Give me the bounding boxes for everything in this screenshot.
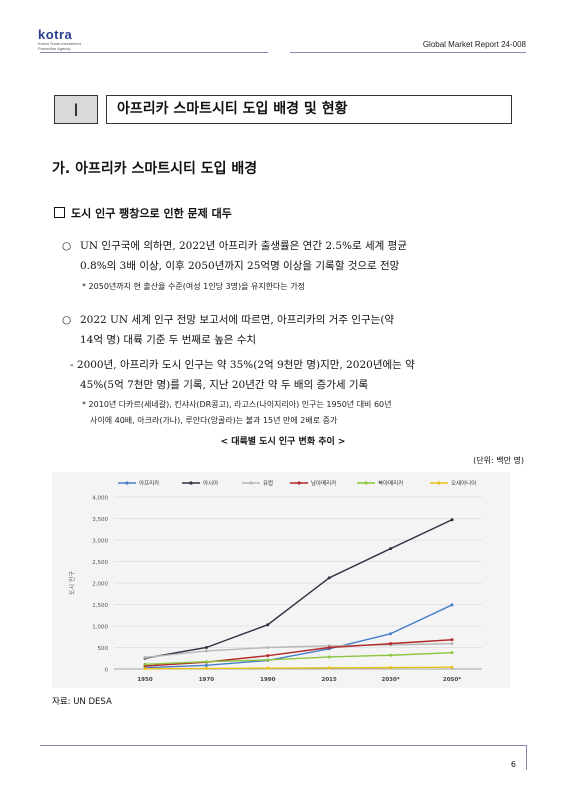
legend-label: 오세아니아 <box>451 479 476 487</box>
data-point <box>327 646 331 649</box>
series-line <box>144 519 453 659</box>
data-point <box>204 666 208 670</box>
y-tick-label: 1,500 <box>92 603 108 609</box>
chart-svg: 아프리카 아시아 유럽 남아메리카 북아메리카 오세아니아 0 500 1,000 1,500 2… <box>69 479 482 684</box>
y-tick-label: 3,000 <box>92 539 108 545</box>
legend-marker <box>297 481 301 485</box>
data-point <box>327 666 331 670</box>
data-point <box>450 651 454 655</box>
legend-marker <box>189 481 193 485</box>
bullet2-dash-line1: - 2000년, 아프리카 도시 인구는 약 35%(2억 9천만 명)지만, … <box>70 359 415 371</box>
x-tick-label: 2050* <box>443 677 461 683</box>
chart-grid <box>114 496 482 670</box>
series-line <box>144 651 453 665</box>
series-line <box>144 604 453 669</box>
x-tick-label: 1950 <box>137 677 152 683</box>
bullet2-note-line2: 사이에 40배, 아크라(가나), 루안다(앙골라)는 불과 15년 만에 2배… <box>90 416 338 425</box>
report-number: Global Market Report 24-008 <box>422 40 526 49</box>
y-tick-label: 3,500 <box>92 517 108 523</box>
legend-marker <box>437 481 441 485</box>
chart-series <box>143 518 454 671</box>
data-point <box>327 576 331 580</box>
bullet2-note-line1: * 2010년 다카르(세네갈), 킨샤사(DR콩고), 라고스(나이지리아) … <box>82 400 392 409</box>
legend-marker <box>249 481 253 485</box>
data-point <box>450 603 454 607</box>
chapter-title: 아프리카 스마트시티 도입 배경 및 현황 <box>106 95 512 124</box>
chart-unit: (단위: 백만 명) <box>473 456 524 465</box>
data-point <box>389 653 393 657</box>
legend-label: 유럽 <box>263 479 273 487</box>
bullet-marker-2: ○ <box>62 314 72 326</box>
bullet-marker-1: ○ <box>62 240 72 252</box>
data-point <box>143 655 147 659</box>
y-tick-label: 0 <box>105 668 109 674</box>
chart-axes: 0 500 1,000 1,500 2,000 2,500 3,000 3,500 4,000 1… <box>69 496 461 684</box>
y-tick-label: 500 <box>98 646 109 652</box>
bullet2-dash-line2: 45%(5억 7천만 명)를 기록, 지난 20년간 약 두 배의 증가세 기록 <box>80 379 369 391</box>
legend-label: 아프리카 <box>139 479 159 487</box>
data-point <box>450 518 454 522</box>
chart-caption: < 대륙별 도시 인구 변화 추이 > <box>220 437 346 447</box>
y-tick-label: 4,000 <box>92 496 108 502</box>
section-title: 가. 아프리카 스마트시티 도입 배경 <box>52 161 258 177</box>
data-point <box>389 666 393 670</box>
logo-subtitle-2: Promotion Agency <box>38 46 71 51</box>
data-point <box>450 665 454 669</box>
legend-marker <box>364 481 368 485</box>
checkbox-square-icon <box>54 207 65 218</box>
urban-population-chart: 아프리카 아시아 유럽 남아메리카 북아메리카 오세아니아 0 500 1,000 1,500 2… <box>52 472 510 688</box>
series-line <box>144 642 453 659</box>
data-point <box>204 649 208 653</box>
data-point <box>266 654 270 658</box>
x-tick-label: 1970 <box>199 677 214 683</box>
data-point <box>266 658 270 662</box>
data-point <box>143 667 147 671</box>
data-point <box>389 547 393 551</box>
x-tick-label: 2030* <box>382 677 400 683</box>
footer-divider-vertical <box>526 745 527 770</box>
data-point <box>204 660 208 664</box>
subsection-title: 도시 인구 팽창으로 인한 문제 대두 <box>71 207 232 220</box>
legend-label: 아시아 <box>203 479 218 487</box>
kotra-logo: kotra Korea Trade-Investment Promotion A… <box>38 28 81 51</box>
chart-legend: 아프리카 아시아 유럽 남아메리카 북아메리카 오세아니아 <box>118 479 476 487</box>
bullet2-line1: 2022 UN 세계 인구 전망 보고서에 따르면, 아프리카의 거주 인구는(… <box>80 314 395 326</box>
data-point <box>450 642 454 646</box>
data-point <box>266 666 270 670</box>
x-tick-label: 1990 <box>260 677 275 683</box>
y-axis-label: 도시 인구 <box>69 571 76 595</box>
bullet1-line1: UN 인구국에 의하면, 2022년 아프리카 출생률은 연간 2.5%로 세계… <box>80 240 407 252</box>
header-divider-left <box>40 52 268 53</box>
data-point <box>389 632 393 636</box>
bullet1-note: * 2050년까지 현 출산율 수준(여성 1인당 3명)을 유지한다는 가정 <box>82 282 306 291</box>
page-number: 6 <box>510 760 516 769</box>
y-tick-label: 2,000 <box>92 582 108 588</box>
series-line <box>144 666 453 670</box>
header-divider-right <box>290 52 526 53</box>
subsection-heading: 도시 인구 팽창으로 인한 문제 대두 <box>54 205 232 221</box>
data-point <box>266 623 270 627</box>
bullet1-line2: 0.8%의 3배 이상, 이후 2050년까지 25억명 이상을 기록할 것으로… <box>80 260 400 272</box>
footer-divider <box>40 745 526 746</box>
y-tick-label: 1,000 <box>92 625 108 631</box>
x-tick-label: 2015 <box>322 677 337 683</box>
legend-marker <box>125 481 129 485</box>
bullet2-line2: 14억 명) 대륙 기준 두 번째로 높은 수치 <box>80 334 257 346</box>
logo-subtitle-1: Korea Trade-Investment <box>38 41 81 46</box>
chart-source: 자료: UN DESA <box>52 697 112 707</box>
chapter-number: Ⅰ <box>54 95 98 124</box>
y-tick-label: 2,500 <box>92 560 108 566</box>
data-point <box>204 646 208 649</box>
data-point <box>143 662 147 666</box>
data-point <box>266 646 270 649</box>
logo-word: kotra <box>38 27 73 42</box>
data-point <box>389 642 393 646</box>
legend-label: 북아메리카 <box>378 479 403 487</box>
data-point <box>327 655 331 659</box>
data-point <box>450 638 454 642</box>
legend-label: 남아메리카 <box>311 479 336 487</box>
data-point <box>204 663 208 667</box>
